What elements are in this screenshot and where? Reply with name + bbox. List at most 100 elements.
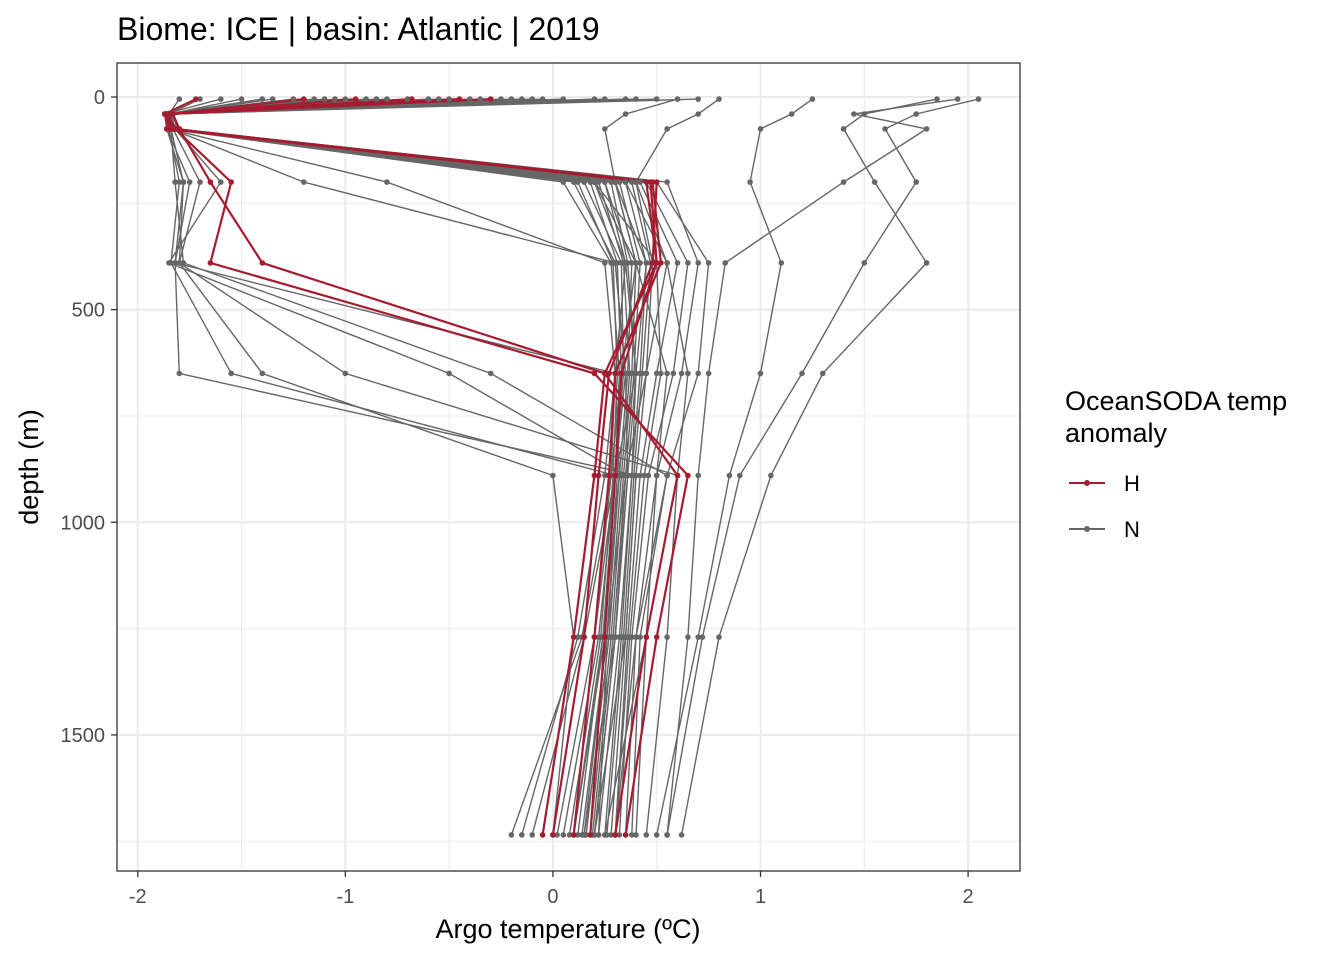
data-point-n-37-8 bbox=[554, 832, 560, 838]
data-point-h-1-0 bbox=[487, 96, 494, 102]
data-point-n-11-0 bbox=[674, 96, 681, 102]
data-point-n-8-6 bbox=[737, 472, 743, 479]
data-point-n-32-6 bbox=[637, 472, 643, 479]
data-point-h-4-5 bbox=[602, 370, 608, 377]
data-point-n-13-6 bbox=[550, 472, 556, 479]
data-point-n-8-2 bbox=[882, 126, 888, 132]
data-point-n-14-0 bbox=[446, 96, 452, 102]
data-point-n-40-3 bbox=[612, 179, 618, 185]
data-point-n-24-8 bbox=[608, 832, 614, 838]
data-point-n-9-3 bbox=[747, 179, 753, 185]
data-point-h-0-3 bbox=[643, 179, 650, 185]
data-point-h-5-4 bbox=[207, 260, 214, 266]
data-point-n-42-0 bbox=[373, 96, 380, 102]
data-point-n-34-6 bbox=[645, 472, 652, 479]
data-point-n-9-0 bbox=[809, 96, 816, 102]
data-point-n-42-4 bbox=[633, 260, 639, 266]
data-point-n-36-0 bbox=[467, 96, 473, 102]
x-axis: -2 -1 0 1 2 bbox=[129, 871, 974, 908]
data-point-n-6-5 bbox=[705, 370, 712, 377]
data-point-n-8-5 bbox=[799, 370, 805, 377]
data-point-n-43-6 bbox=[622, 472, 629, 479]
data-point-n-21-7 bbox=[616, 634, 623, 640]
data-point-n-11-5 bbox=[664, 370, 670, 377]
data-point-n-9-6 bbox=[726, 472, 733, 479]
data-point-n-35-7 bbox=[637, 634, 643, 640]
data-point-n-33-5 bbox=[678, 370, 685, 377]
data-point-n-9-7 bbox=[695, 634, 701, 640]
data-point-h-0-5 bbox=[618, 370, 625, 377]
data-point-n-8-0 bbox=[975, 96, 982, 102]
data-point-n-23-8 bbox=[575, 832, 581, 838]
data-point-n-8-8 bbox=[664, 832, 670, 838]
data-point-n-31-0 bbox=[269, 96, 276, 102]
data-point-h-2-7 bbox=[581, 634, 587, 640]
data-point-n-30-0 bbox=[560, 96, 567, 102]
data-point-n-33-7 bbox=[633, 634, 639, 640]
data-point-n-7-0 bbox=[934, 96, 940, 102]
data-point-n-6-6 bbox=[695, 472, 701, 479]
data-point-n-31-8 bbox=[566, 832, 573, 838]
data-point-h-0-7 bbox=[602, 634, 608, 640]
data-point-n-10-2 bbox=[664, 126, 670, 132]
data-point-n-39-4 bbox=[172, 260, 178, 266]
data-point-n-30-6 bbox=[631, 472, 637, 479]
data-point-n-19-0 bbox=[176, 96, 183, 102]
data-point-n-22-0 bbox=[218, 96, 224, 102]
data-point-h-1-4 bbox=[658, 260, 664, 266]
data-point-n-36-3 bbox=[301, 179, 307, 185]
data-point-n-28-0 bbox=[197, 96, 203, 102]
data-point-n-30-7 bbox=[620, 634, 627, 640]
x-tick-label-4: 2 bbox=[963, 886, 974, 908]
data-point-n-43-0 bbox=[695, 96, 701, 102]
data-point-h-5-6 bbox=[685, 472, 691, 479]
data-point-n-28-4 bbox=[637, 260, 643, 266]
data-point-n-11-2 bbox=[602, 126, 608, 132]
data-point-n-33-3 bbox=[664, 179, 670, 185]
data-point-n-17-5 bbox=[487, 370, 494, 377]
plot-panel bbox=[117, 63, 1020, 871]
data-point-n-10-0 bbox=[716, 96, 722, 102]
data-point-n-6-3 bbox=[840, 179, 847, 185]
legend-entry-h: H bbox=[1069, 471, 1140, 496]
data-point-n-16-0 bbox=[508, 96, 515, 102]
data-points bbox=[161, 96, 982, 838]
data-point-h-4-1 bbox=[170, 111, 176, 117]
data-point-n-17-3 bbox=[172, 179, 178, 185]
data-point-n-28-7 bbox=[610, 634, 616, 640]
data-point-n-31-3 bbox=[575, 179, 581, 185]
data-point-n-15-5 bbox=[342, 370, 349, 377]
data-point-n-14-3 bbox=[186, 179, 193, 185]
data-point-n-41-4 bbox=[622, 260, 629, 266]
legend-title-line-1: OceanSODA temp bbox=[1065, 386, 1287, 416]
data-point-n-37-3 bbox=[384, 179, 390, 185]
data-point-n-30-8 bbox=[604, 832, 610, 838]
data-point-n-12-3 bbox=[176, 179, 183, 185]
data-point-h-5-1 bbox=[164, 111, 170, 117]
data-point-n-40-0 bbox=[622, 96, 629, 102]
data-point-n-9-4 bbox=[778, 260, 785, 266]
data-point-h-0-6 bbox=[612, 472, 618, 479]
x-tick-label-1: -1 bbox=[336, 886, 354, 908]
data-point-n-12-0 bbox=[259, 96, 266, 102]
data-point-n-33-0 bbox=[519, 96, 525, 102]
data-point-h-1-8 bbox=[570, 832, 577, 838]
data-point-h-3-6 bbox=[591, 472, 598, 479]
data-point-h-2-4 bbox=[649, 260, 656, 266]
data-point-n-36-7 bbox=[595, 634, 602, 640]
data-point-n-16-4 bbox=[166, 260, 172, 266]
data-point-h-2-3 bbox=[653, 179, 660, 185]
data-point-h-5-2 bbox=[172, 126, 178, 132]
data-point-n-25-0 bbox=[290, 96, 297, 102]
data-point-n-6-1 bbox=[851, 111, 857, 117]
data-point-h-4-3 bbox=[207, 179, 214, 185]
data-point-n-36-4 bbox=[612, 260, 618, 266]
data-point-n-7-5 bbox=[820, 370, 826, 377]
legend-label-n: N bbox=[1124, 517, 1140, 542]
data-point-n-18-0 bbox=[529, 96, 535, 102]
data-point-n-16-5 bbox=[446, 370, 452, 377]
data-point-h-0-0 bbox=[193, 96, 199, 102]
data-point-n-11-1 bbox=[622, 111, 629, 117]
data-point-n-39-6 bbox=[616, 472, 623, 479]
